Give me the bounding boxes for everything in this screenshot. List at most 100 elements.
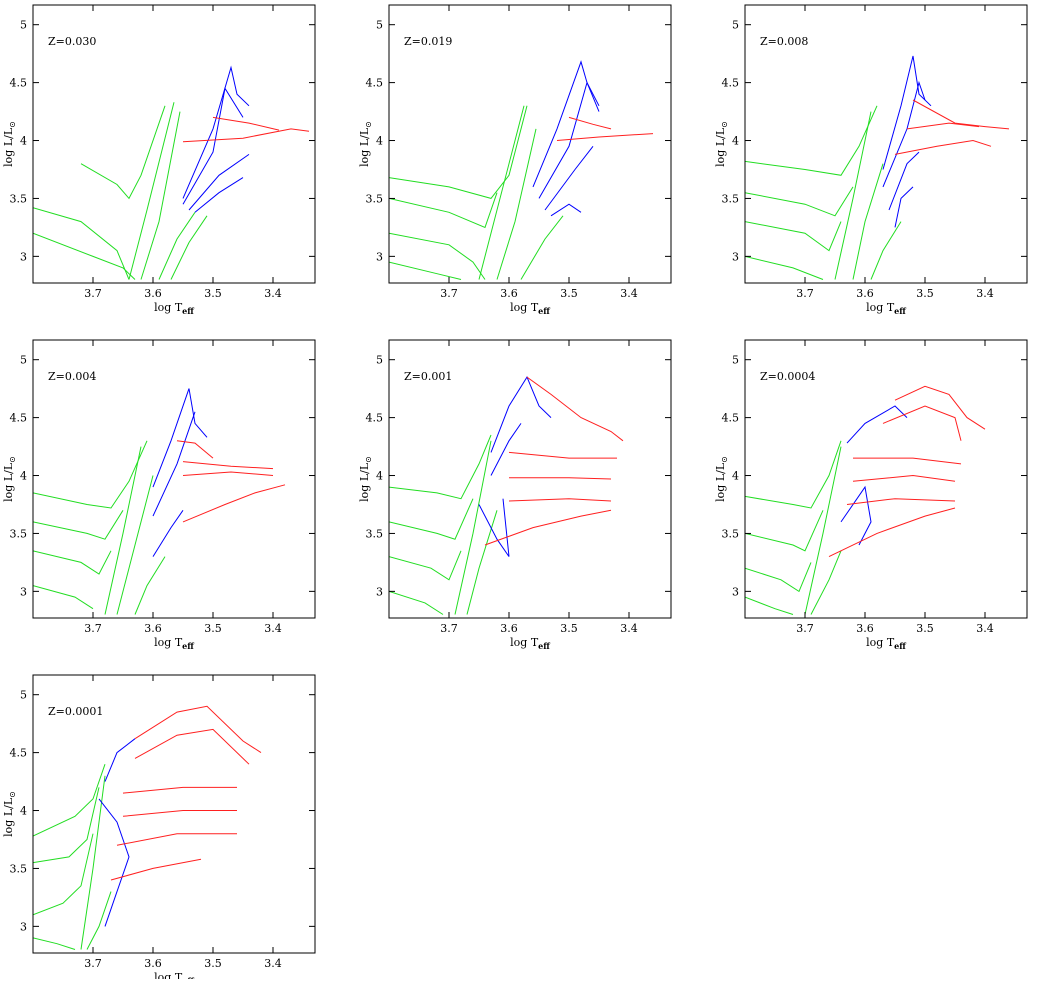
y-tick-label: 4.5 xyxy=(10,77,28,90)
track xyxy=(389,550,462,581)
plot-area xyxy=(745,55,1010,280)
track xyxy=(134,728,250,765)
frame xyxy=(388,339,672,619)
x-axis-label-text: log T xyxy=(154,301,183,314)
y-axis-label-sub: ⊙ xyxy=(720,456,729,463)
y-axis-label-sub: ⊙ xyxy=(364,456,373,463)
x-tick-label: 3.4 xyxy=(976,622,994,635)
x-tick-label: 3.6 xyxy=(144,287,162,300)
y-axis-label-text: log L/L xyxy=(714,127,727,167)
track xyxy=(389,232,486,280)
x-tick-label: 3.5 xyxy=(560,622,578,635)
track xyxy=(33,585,94,610)
x-tick-label: 3.6 xyxy=(856,287,874,300)
track xyxy=(158,212,196,280)
x-axis-label-sub: eff xyxy=(894,641,906,651)
track xyxy=(182,128,310,143)
x-axis-label-text: log T xyxy=(154,636,183,649)
track xyxy=(544,145,594,211)
x-tick-label: 3.6 xyxy=(144,957,162,970)
x-axis-label: log Teff xyxy=(510,636,550,651)
y-axis-label-text: log L/L xyxy=(2,127,15,167)
x-axis-label: log Teff xyxy=(866,636,906,651)
track xyxy=(389,261,462,280)
track xyxy=(568,116,612,130)
track xyxy=(490,423,522,476)
y-tick-label: 5 xyxy=(376,354,383,367)
y-axis-label: log L/L⊙ xyxy=(714,456,729,502)
track xyxy=(122,810,237,817)
track xyxy=(86,891,112,950)
plot-area xyxy=(389,376,624,615)
x-axis-label-sub: eff xyxy=(538,641,550,651)
track xyxy=(509,477,612,480)
track xyxy=(188,153,250,211)
track xyxy=(894,139,992,155)
track xyxy=(122,786,237,794)
track xyxy=(176,440,214,459)
track xyxy=(852,163,884,280)
track xyxy=(834,111,872,280)
x-tick-label: 3.4 xyxy=(264,957,282,970)
track xyxy=(853,457,962,465)
track xyxy=(33,764,106,837)
y-tick-label: 3 xyxy=(20,920,27,933)
frame xyxy=(32,4,316,284)
y-tick-label: 3 xyxy=(376,585,383,598)
x-axis-label-text: log T xyxy=(510,636,539,649)
y-tick-label: 4 xyxy=(20,135,27,148)
x-axis-label: log Teff xyxy=(154,971,194,979)
track xyxy=(496,128,537,280)
track xyxy=(870,221,902,280)
y-tick-label: 3 xyxy=(20,250,27,263)
track xyxy=(170,215,208,280)
track xyxy=(182,461,274,470)
track xyxy=(804,446,842,615)
x-axis-label: log Teff xyxy=(154,636,194,651)
track xyxy=(484,509,612,546)
track xyxy=(894,385,986,430)
x-tick-label: 3.5 xyxy=(560,287,578,300)
x-tick-label: 3.4 xyxy=(976,287,994,300)
track xyxy=(152,411,196,517)
track xyxy=(134,705,262,754)
y-tick-label: 4.5 xyxy=(722,412,740,425)
y-axis-label: log L/L⊙ xyxy=(2,121,17,167)
track xyxy=(33,510,124,540)
track xyxy=(745,221,842,252)
track xyxy=(389,590,444,615)
track xyxy=(828,507,956,558)
y-tick-label: 3.5 xyxy=(722,527,740,540)
plot-area xyxy=(389,60,654,280)
y-tick-label: 4 xyxy=(376,135,383,148)
track xyxy=(745,440,842,509)
frame xyxy=(32,674,316,954)
track xyxy=(466,510,498,615)
x-tick-label: 3.6 xyxy=(144,622,162,635)
y-tick-label: 4.5 xyxy=(366,77,384,90)
x-tick-label: 3.4 xyxy=(620,287,638,300)
plot-area xyxy=(33,65,310,280)
annotation: Z=0.001 xyxy=(404,370,452,383)
track xyxy=(508,451,617,459)
track xyxy=(80,105,166,200)
y-tick-label: 4 xyxy=(732,135,739,148)
track xyxy=(882,80,926,188)
y-tick-label: 3 xyxy=(732,585,739,598)
y-axis-label-text: log L/L xyxy=(2,462,15,502)
track xyxy=(389,192,498,229)
track xyxy=(882,55,932,170)
y-tick-label: 3 xyxy=(732,250,739,263)
track xyxy=(33,207,130,280)
x-tick-label: 3.5 xyxy=(204,622,222,635)
y-tick-label: 3.5 xyxy=(366,192,384,205)
x-axis-label: log Teff xyxy=(510,301,550,316)
y-axis-label-text: log L/L xyxy=(2,797,15,837)
x-axis-label-text: log T xyxy=(866,301,895,314)
track xyxy=(33,787,100,864)
track xyxy=(116,833,237,846)
y-tick-label: 4 xyxy=(732,470,739,483)
